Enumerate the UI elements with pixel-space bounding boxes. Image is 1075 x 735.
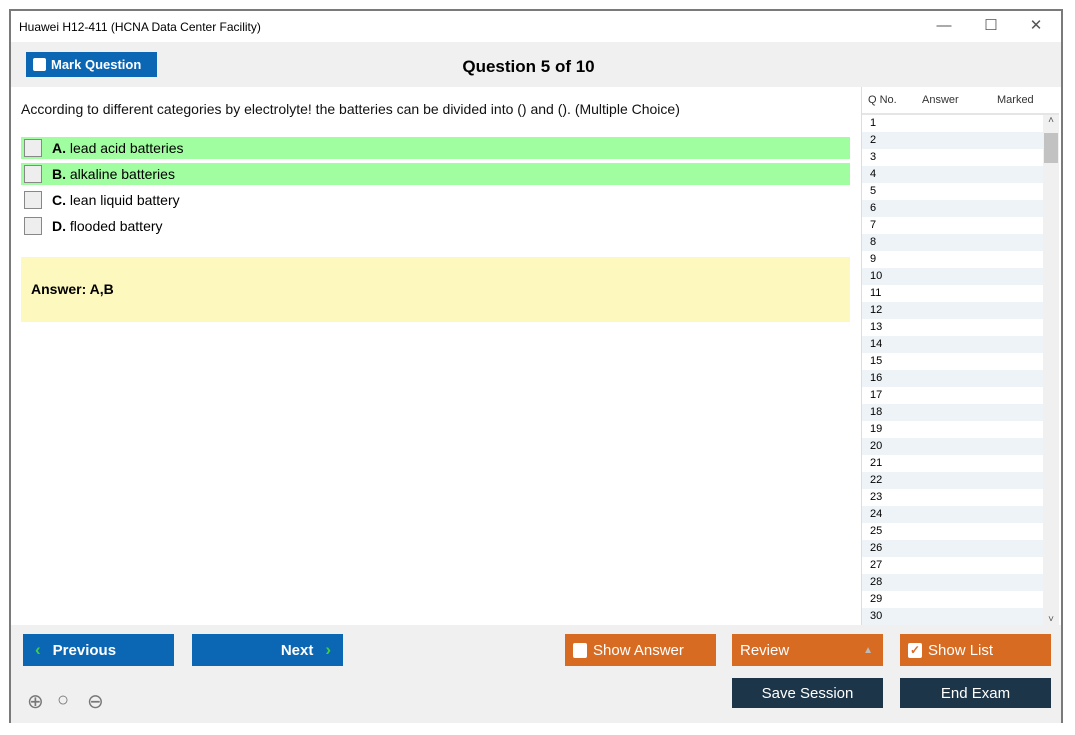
list-row[interactable]: 28 (862, 574, 1044, 591)
checkbox-checked-icon: ✓ (908, 642, 922, 658)
save-session-button[interactable]: Save Session (732, 678, 883, 708)
list-header: Q No. Answer Marked (862, 87, 1059, 115)
list-row[interactable]: 12 (862, 302, 1044, 319)
bottom-bar: ‹ Previous Next › Show Answer Review ▲ ✓ Sho… (11, 625, 1061, 723)
option-checkbox[interactable] (24, 217, 42, 235)
chevron-left-icon: ‹ (35, 640, 41, 659)
previous-button[interactable]: ‹ Previous (23, 634, 174, 666)
review-dropdown[interactable]: Review ▲ (732, 634, 883, 666)
zoom-reset-icon[interactable]: ○ (57, 689, 70, 711)
header-marked: Marked (997, 94, 1034, 106)
option-letter: D. (52, 218, 66, 234)
show-list-button[interactable]: ✓ Show List (900, 634, 1051, 666)
list-row[interactable]: 4 (862, 166, 1044, 183)
list-row[interactable]: 15 (870, 355, 883, 367)
checkbox-icon (33, 58, 46, 71)
option-letter: A. (52, 140, 66, 156)
option-text: alkaline batteries (69, 166, 175, 182)
list-row[interactable]: 22 (862, 472, 1044, 489)
header-qno: Q No. (868, 94, 897, 106)
app-window: Huawei H12-411 (HCNA Data Center Facilit… (9, 9, 1063, 723)
option-text: lead acid batteries (69, 140, 184, 156)
list-row[interactable]: 14 (862, 336, 1044, 353)
list-row[interactable]: 8 (862, 234, 1044, 251)
list-row[interactable]: 18 (862, 404, 1044, 421)
list-row[interactable]: 11 (870, 287, 882, 299)
checkbox-icon (573, 642, 587, 658)
list-row[interactable]: 29 (870, 593, 883, 605)
list-row[interactable]: 5 (870, 185, 877, 197)
question-list: Q No. Answer Marked 1 2 3 4 5 6 7 8 9 10 11 12 13 14 1… (861, 87, 1059, 625)
caret-up-icon: ▲ (863, 644, 873, 656)
option-checkbox[interactable] (24, 165, 42, 183)
scrollbar[interactable]: ˄ ˅ (1043, 115, 1059, 625)
chevron-right-icon: › (325, 640, 331, 659)
scroll-down-icon[interactable]: ˅ (1048, 614, 1054, 625)
list-row[interactable]: 9 (870, 253, 877, 265)
list-row[interactable]: 17 (870, 389, 883, 401)
option-letter: B. (52, 166, 66, 182)
next-label: Next (280, 641, 314, 659)
option-checkbox[interactable] (24, 191, 42, 209)
list-row[interactable]: 13 (870, 321, 883, 333)
option-b[interactable]: B. alkaline batteries (21, 163, 850, 185)
scroll-thumb[interactable] (1044, 133, 1058, 163)
list-row[interactable]: 30 (862, 608, 1044, 625)
show-answer-label: Show Answer (593, 641, 684, 659)
list-row[interactable]: 27 (870, 559, 883, 571)
option-text: lean liquid battery (69, 192, 180, 208)
list-row[interactable]: 25 (870, 525, 883, 537)
answer-box: Answer: A,B (21, 257, 850, 322)
option-letter: C. (52, 192, 66, 208)
list-row[interactable]: 21 (870, 457, 883, 469)
show-list-label: Show List (928, 641, 994, 659)
header-answer: Answer (922, 94, 959, 106)
list-row[interactable]: 10 (862, 268, 1044, 285)
list-row[interactable]: 16 (862, 370, 1044, 387)
previous-label: Previous (52, 641, 117, 659)
list-row[interactable]: 6 (862, 200, 1044, 217)
minimize-button[interactable]: — (936, 17, 952, 34)
list-row[interactable]: 2 (862, 132, 1044, 149)
list-row[interactable]: 23 (870, 491, 883, 503)
option-text: flooded battery (69, 218, 163, 234)
list-row[interactable]: 19 (870, 423, 883, 435)
option-a[interactable]: A. lead acid batteries (21, 137, 850, 159)
toolbar: Mark Question Question 5 of 10 (11, 42, 1061, 87)
list-row[interactable]: 20 (862, 438, 1044, 455)
close-button[interactable]: ✕ (1029, 17, 1043, 34)
window-title: Huawei H12-411 (HCNA Data Center Facilit… (19, 20, 261, 34)
mark-label: Mark Question (51, 57, 142, 72)
zoom-in-icon[interactable]: ⊕ (27, 691, 44, 713)
question-counter: Question 5 of 10 (462, 57, 595, 76)
list-row[interactable]: 1 (870, 117, 877, 129)
show-answer-button[interactable]: Show Answer (565, 634, 716, 666)
question-text: According to different categories by ele… (21, 101, 680, 117)
list-row[interactable]: 26 (862, 540, 1044, 557)
end-exam-button[interactable]: End Exam (900, 678, 1051, 708)
list-row[interactable]: 3 (870, 151, 877, 163)
option-d[interactable]: D. flooded battery (21, 215, 850, 237)
maximize-button[interactable]: ☐ (984, 17, 998, 34)
zoom-out-icon[interactable]: ⊖ (87, 691, 104, 713)
next-button[interactable]: Next › (192, 634, 343, 666)
option-checkbox[interactable] (24, 139, 42, 157)
title-bar: Huawei H12-411 (HCNA Data Center Facilit… (11, 11, 1061, 42)
list-row[interactable]: 7 (870, 219, 877, 231)
list-row[interactable]: 24 (862, 506, 1044, 523)
scroll-up-icon[interactable]: ˄ (1048, 115, 1054, 126)
option-c[interactable]: C. lean liquid battery (21, 189, 850, 211)
review-label: Review (740, 641, 790, 659)
mark-question-button[interactable]: Mark Question (26, 52, 157, 77)
